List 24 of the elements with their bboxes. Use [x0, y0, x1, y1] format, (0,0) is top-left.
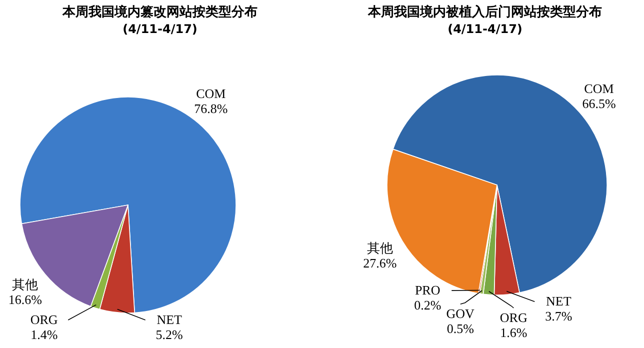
slice-label: 其他 [12, 276, 38, 292]
data-label: 27.6% [363, 255, 397, 270]
slice-label: COM [584, 81, 614, 96]
data-label: 1.4% [30, 327, 58, 342]
data-label: 0.5% [446, 321, 474, 336]
slice-label: NET [546, 294, 572, 309]
data-label: 1.6% [500, 325, 528, 340]
slice-label: 其他 [366, 240, 393, 256]
slice-label: ORG [500, 310, 528, 326]
chart-subtitle: (4/11-4/17) [122, 22, 198, 36]
slice-label: COM [196, 86, 226, 101]
data-label: 5.2% [156, 327, 184, 342]
data-label: 66.5% [582, 96, 616, 112]
data-label: 76.8% [194, 100, 228, 116]
slice-label: ORG [30, 312, 58, 327]
slice-label: NET [156, 312, 182, 327]
chart-subtitle: (4/11-4/17) [448, 22, 522, 36]
slice-label: PRO [414, 282, 440, 298]
data-label: 0.2% [414, 298, 442, 313]
chart-title: 本周我国境内被植入后门网站按类型分布 [367, 4, 602, 20]
data-label: 3.7% [545, 308, 572, 324]
data-label: 16.6% [8, 292, 42, 307]
slice-label: GOV [446, 306, 476, 322]
chart-title: 本周我国境内篡改网站按类型分布 [62, 4, 258, 20]
